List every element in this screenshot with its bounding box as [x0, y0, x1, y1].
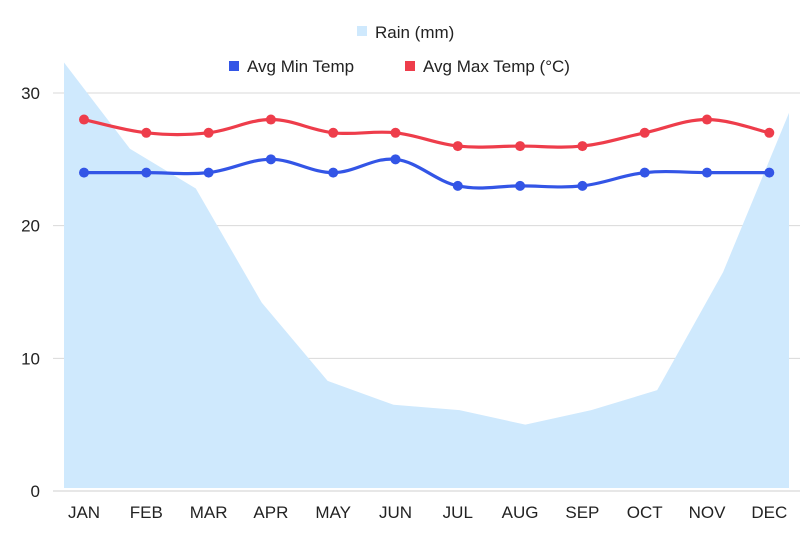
y-tick-label-30: 30: [21, 84, 40, 103]
max-temp-point-feb: [141, 127, 152, 138]
legend-swatch-max-temp: [405, 61, 415, 71]
min-temp-point-may: [328, 167, 339, 178]
rain-area: [64, 62, 789, 489]
legend-label-max-temp: Avg Max Temp (°C): [423, 57, 570, 76]
x-tick-label-jan: JAN: [68, 503, 100, 522]
x-tick-label-nov: NOV: [689, 503, 727, 522]
legend-swatch-min-temp: [229, 61, 239, 71]
x-tick-label-mar: MAR: [190, 503, 228, 522]
min-temp-point-jul: [452, 180, 463, 191]
x-tick-label-feb: FEB: [130, 503, 163, 522]
y-tick-label-10: 10: [21, 349, 40, 368]
legend: Rain (mm) Avg Min Temp Avg Max Temp (°C): [229, 23, 570, 76]
temp-lines-layer: [79, 114, 775, 191]
min-temp-point-mar: [203, 167, 214, 178]
x-tick-label-oct: OCT: [627, 503, 663, 522]
min-temp-point-jun: [390, 154, 401, 165]
max-temp-point-mar: [203, 127, 214, 138]
x-tick-label-sep: SEP: [565, 503, 599, 522]
x-tick-label-apr: APR: [253, 503, 288, 522]
min-temp-point-sep: [577, 180, 588, 191]
x-tick-label-may: MAY: [315, 503, 351, 522]
axes: 0 10 20 30 JAN FEB MAR APR MAY JUN JUL AUG SEP OCT NOV…: [21, 84, 800, 522]
max-temp-point-oct: [639, 127, 650, 138]
max-temp-point-aug: [515, 141, 526, 152]
min-temp-point-apr: [265, 154, 276, 165]
max-temp-point-jul: [452, 141, 463, 152]
min-temp-point-jan: [79, 167, 89, 178]
y-tick-label-20: 20: [21, 217, 40, 236]
max-temp-point-apr: [265, 114, 276, 125]
max-temp-line: [82, 117, 771, 149]
legend-label-min-temp: Avg Min Temp: [247, 57, 354, 76]
y-tick-label-0: 0: [31, 482, 40, 501]
max-temp-point-may: [328, 127, 339, 138]
min-temp-point-feb: [141, 167, 152, 178]
max-temp-point-jun: [390, 127, 401, 138]
rain-area-layer: [64, 62, 789, 489]
legend-swatch-rain: [357, 26, 367, 36]
x-tick-label-dec: DEC: [751, 503, 787, 522]
x-tick-label-aug: AUG: [502, 503, 539, 522]
min-temp-point-dec: [764, 167, 775, 178]
min-temp-point-nov: [702, 167, 712, 178]
max-temp-point-dec: [764, 127, 775, 138]
legend-label-rain: Rain (mm): [375, 23, 454, 42]
x-tick-label-jul: JUL: [443, 503, 473, 522]
min-temp-point-aug: [515, 180, 526, 191]
max-temp-point-nov: [702, 114, 712, 125]
max-temp-point-sep: [577, 141, 588, 152]
x-tick-label-jun: JUN: [379, 503, 412, 522]
max-temp-point-jan: [79, 114, 89, 125]
min-temp-point-oct: [639, 167, 650, 178]
